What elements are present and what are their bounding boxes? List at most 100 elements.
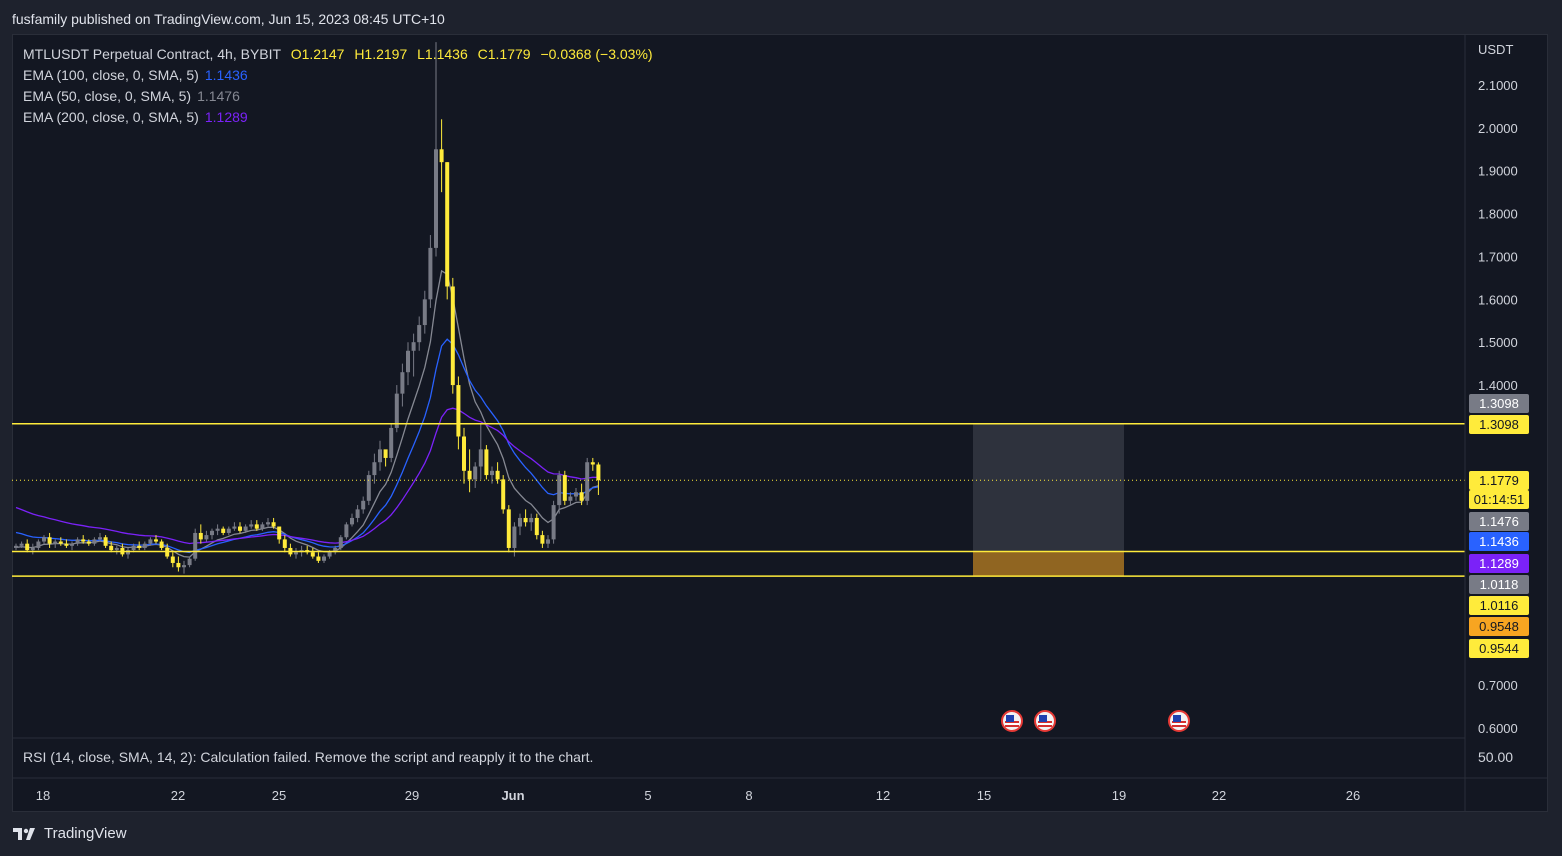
candle-body [232,526,237,529]
time-tick-label: 22 [171,788,185,803]
candle-body [148,539,153,544]
stop-zone[interactable] [973,551,1124,577]
price-tick-label: 1.8000 [1478,207,1518,222]
candle-body [19,543,24,546]
chart-legend: MTLUSDT Perpetual Contract, 4h, BYBIT O1… [23,44,653,128]
close-value: C1.1779 [477,46,531,62]
high-value: H1.2197 [354,46,408,62]
change-value: −0.0368 (−3.03%) [540,46,653,62]
candle-body [159,541,164,548]
bar-countdown-tag: 01:14:51 [1469,490,1529,509]
candle-body [534,517,539,536]
time-tick-label: Jun [501,788,524,803]
candle-body [64,543,69,546]
candle-body [254,524,259,529]
rsi-scale-value: 50.00 [1478,749,1514,765]
candle-body [42,537,46,542]
candle-body [137,545,142,548]
candle-body [30,547,35,551]
candle-body [176,562,181,568]
candle-body [86,541,91,544]
candle-body [294,552,298,555]
price-tick-label: 1.9000 [1478,164,1518,179]
candle-body [142,543,147,548]
price-tick-label: 0.6000 [1478,721,1518,736]
candle-body [198,532,203,540]
time-tick-label: 15 [977,788,991,803]
ema-100-value: 1.1436 [204,67,248,83]
candle-body [557,475,562,506]
candle-body [282,539,287,548]
candle-body [215,528,220,531]
price-tag: 0.9548 [1469,617,1529,636]
price-tick-label: 2.0000 [1478,121,1518,136]
time-tick-label: 12 [876,788,890,803]
ema-50-label: EMA (50, close, 0, SMA, 5) [23,88,192,104]
candle-body [523,517,528,523]
ema-100-label: EMA (100, close, 0, SMA, 5) [23,67,199,83]
price-tag: 1.1476 [1469,512,1529,531]
candle-body [551,505,556,540]
candle-body [182,565,186,568]
candle-body [47,537,52,544]
candle-body [422,299,427,326]
time-tick-label: 22 [1212,788,1226,803]
candle-body [338,537,343,548]
ema-200-line [15,407,599,545]
candle-body [400,372,405,394]
candle-body [310,552,315,557]
candle-body [266,522,270,525]
candlestick-chart[interactable]: 0.6000 0.7000 1.4000 1.5000 1.6000 1.7000 1.80… [12,34,1548,812]
candle-body [109,545,114,551]
candle-body [98,537,102,540]
symbol-label[interactable]: MTLUSDT Perpetual Contract, 4h, BYBIT [23,46,281,62]
price-tag: 1.3098 [1469,394,1529,413]
candle-body [490,470,494,476]
candle-body [546,539,550,544]
publisher-header: fusfamily published on TradingView.com, … [12,11,445,27]
candle-body [260,524,265,529]
candle-body [53,541,58,544]
candle-body [210,530,214,536]
candle-body [114,547,119,551]
candle-body [389,427,394,458]
candle-body [355,509,360,518]
ema-200-label: EMA (200, close, 0, SMA, 5) [23,109,199,125]
tradingview-footer[interactable]: TradingView [12,825,127,842]
candle-body [271,522,276,527]
candle-body [434,149,438,248]
candle-body [439,149,444,163]
price-tick-label: 1.5000 [1478,335,1518,350]
ema-200-row[interactable]: EMA (200, close, 0, SMA, 5) 1.1289 [23,107,653,128]
symbol-row[interactable]: MTLUSDT Perpetual Contract, 4h, BYBIT O1… [23,44,653,65]
target-zone[interactable] [973,423,1124,552]
price-tick-label: 0.7000 [1478,678,1518,693]
candle-body [501,479,506,510]
candle-body [428,247,433,300]
candle-body [277,526,282,540]
candle-body [70,543,74,546]
time-tick-label: 26 [1346,788,1360,803]
candle-body [394,393,399,428]
candle-body [226,528,231,533]
tradingview-brand: TradingView [44,825,127,842]
price-tag: 1.1779 [1469,471,1529,490]
tradingview-logo-icon [13,827,35,840]
price-tag: 0.9544 [1469,639,1529,658]
price-tick-label: 2.1000 [1478,78,1518,93]
candle-body [154,539,158,542]
low-value: L1.1436 [417,46,468,62]
candle-body [58,541,63,544]
us-flag-event-icon[interactable] [1168,710,1190,732]
us-flag-event-icon[interactable] [1001,710,1023,732]
candle-body [383,449,388,458]
ema-50-row[interactable]: EMA (50, close, 0, SMA, 5) 1.1476 [23,86,653,107]
us-flag-event-icon[interactable] [1034,710,1056,732]
price-tag: 1.1436 [1469,532,1529,551]
candle-body [327,552,332,557]
ema-100-row[interactable]: EMA (100, close, 0, SMA, 5) 1.1436 [23,65,653,86]
candle-body [529,517,534,523]
currency-label: USDT [1478,42,1513,57]
candle-body [366,475,371,501]
candle-body [456,385,461,437]
